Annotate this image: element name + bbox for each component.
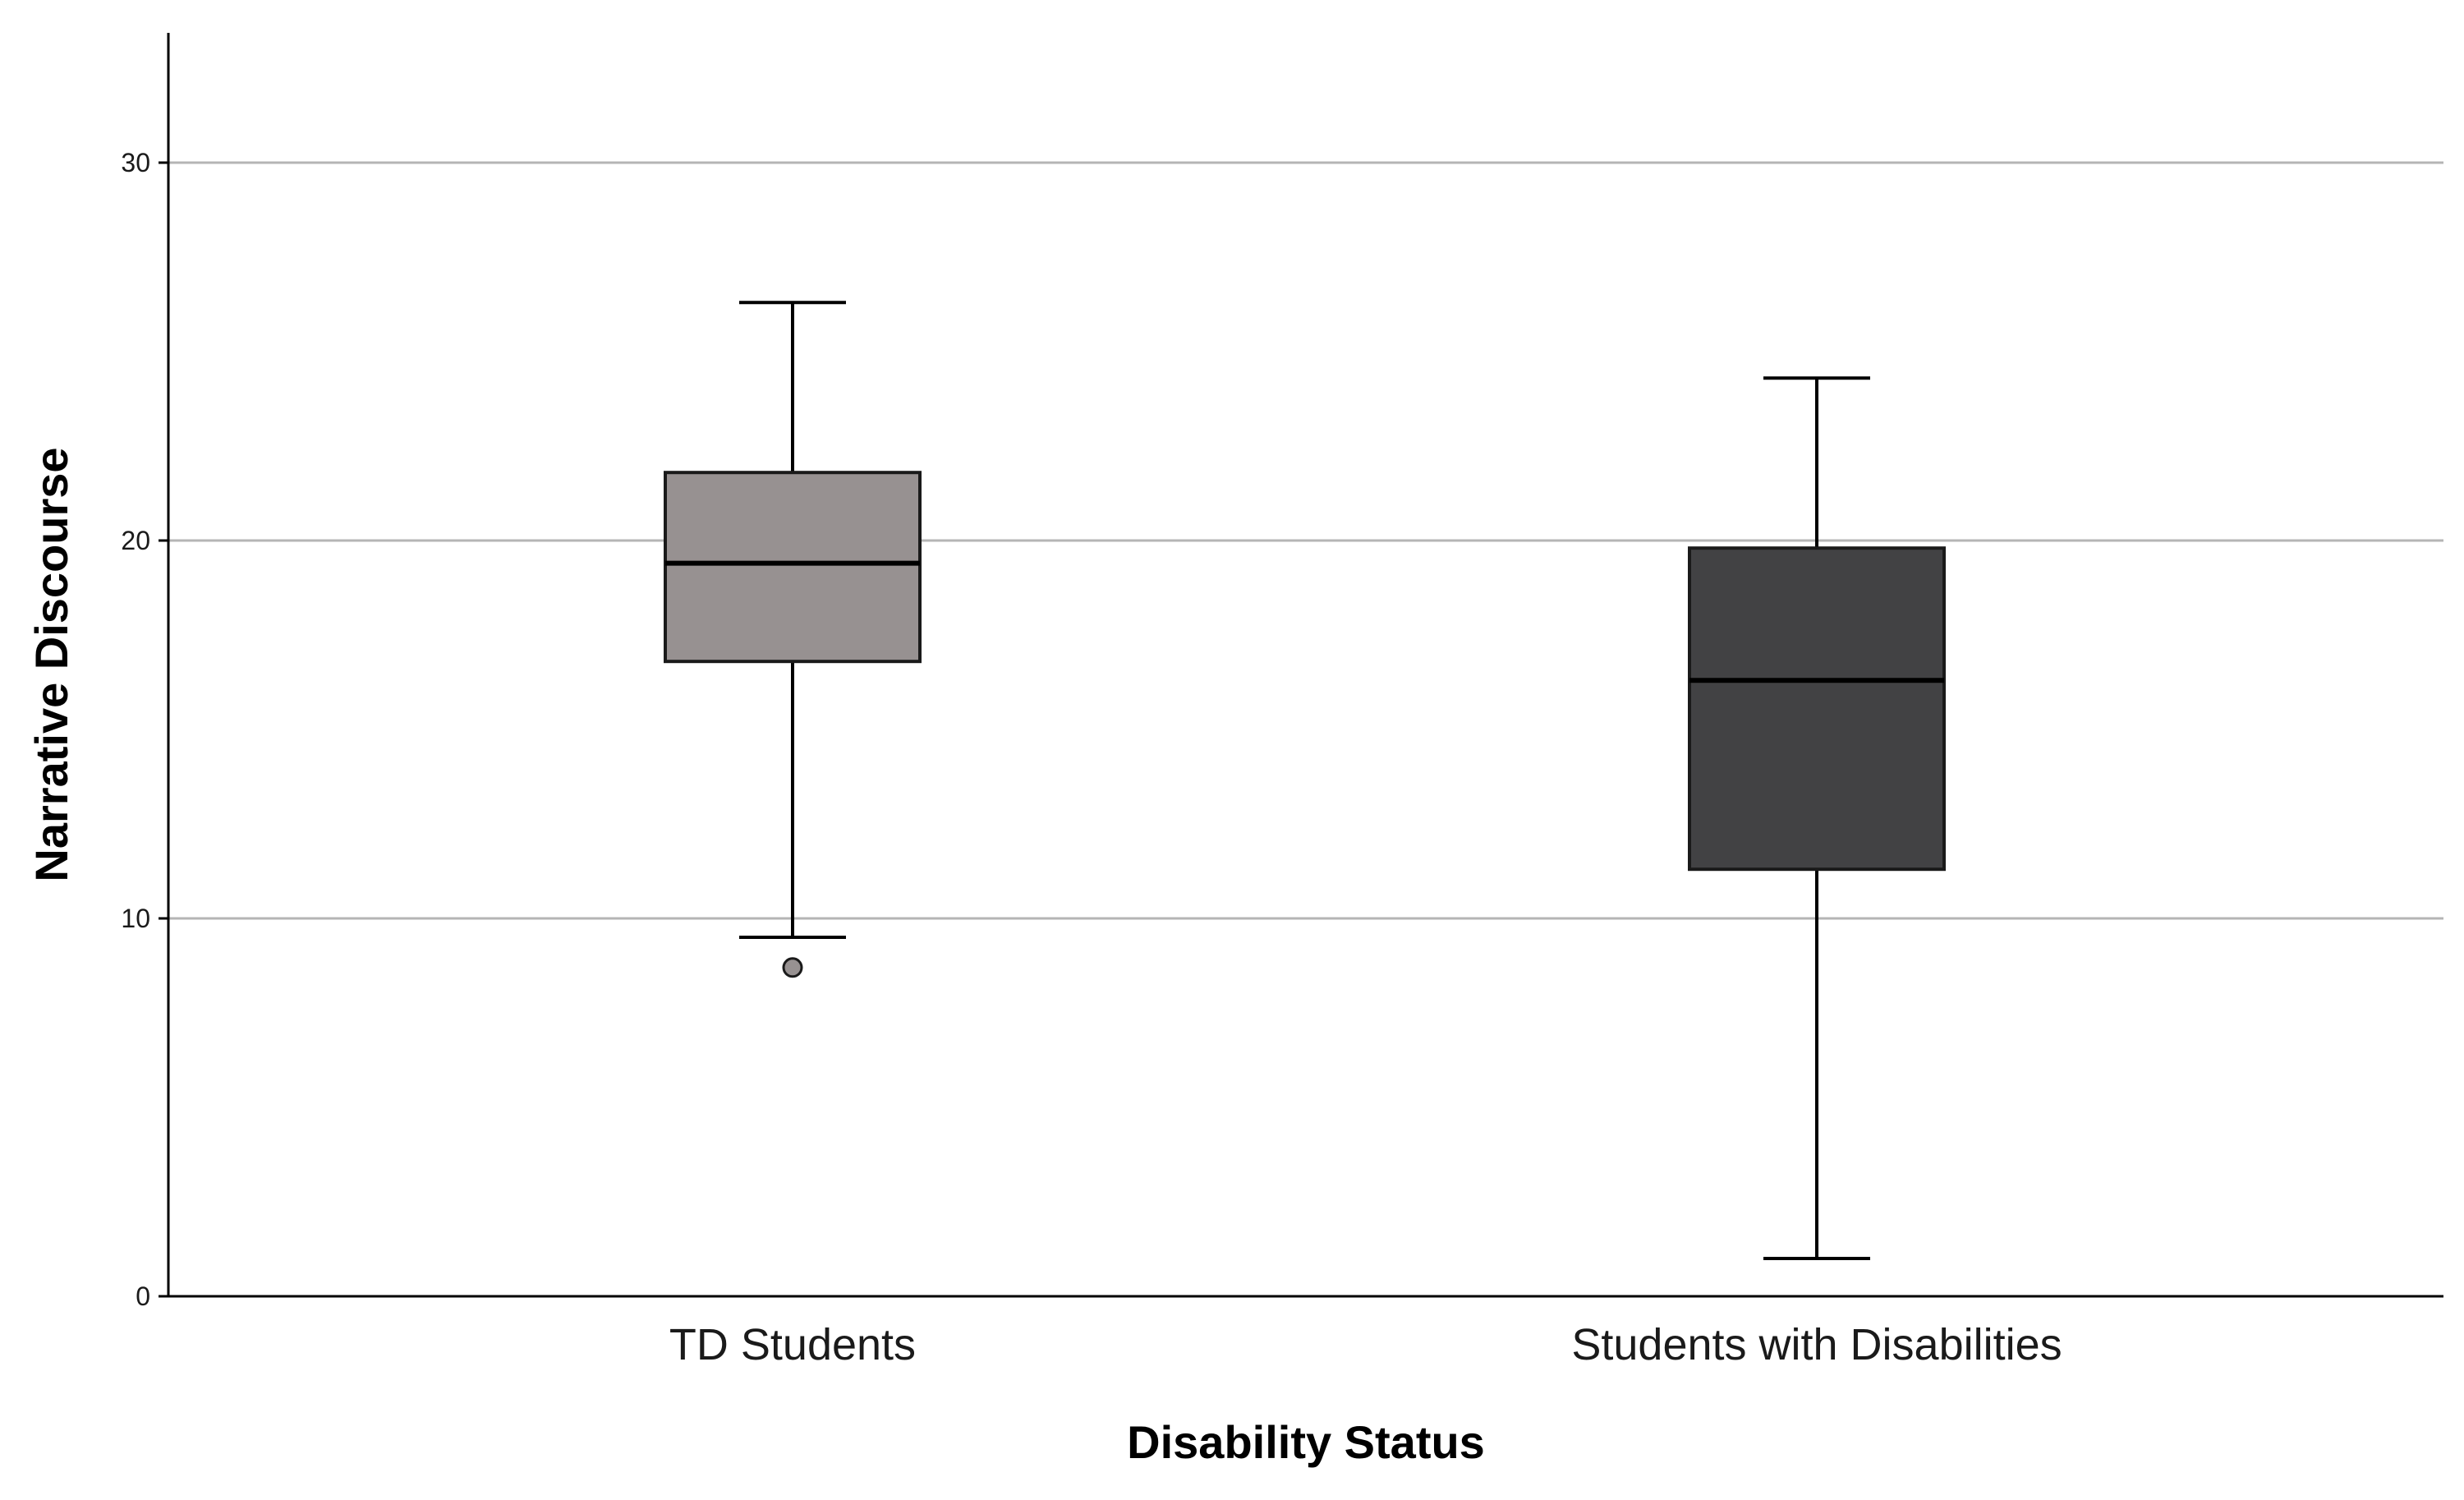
box-1 xyxy=(1688,376,1946,1260)
x-category-label-0: TD Students xyxy=(669,1320,916,1369)
y-tick-label-10: 10 xyxy=(121,904,150,933)
box-0 xyxy=(664,301,922,978)
outlier-point-0 xyxy=(782,957,803,978)
y-tick-label-0: 0 xyxy=(136,1281,150,1311)
y-tick-label-30: 30 xyxy=(121,148,150,177)
y-axis-ticks: 0 10 20 30 xyxy=(121,148,168,1311)
iqr-box xyxy=(1688,546,1946,872)
iqr-box xyxy=(664,471,922,664)
gridlines xyxy=(168,161,2443,920)
x-axis-category-labels: TD Students Students with Disabilities xyxy=(669,1320,2062,1369)
x-category-label-1: Students with Disabilities xyxy=(1571,1320,2062,1369)
boxes xyxy=(664,301,1946,1260)
y-axis-title: Narrative Discourse xyxy=(25,447,77,881)
x-axis-title: Disability Status xyxy=(1127,1416,1485,1468)
axes xyxy=(167,33,2443,1298)
y-tick-label-20: 20 xyxy=(121,526,150,555)
